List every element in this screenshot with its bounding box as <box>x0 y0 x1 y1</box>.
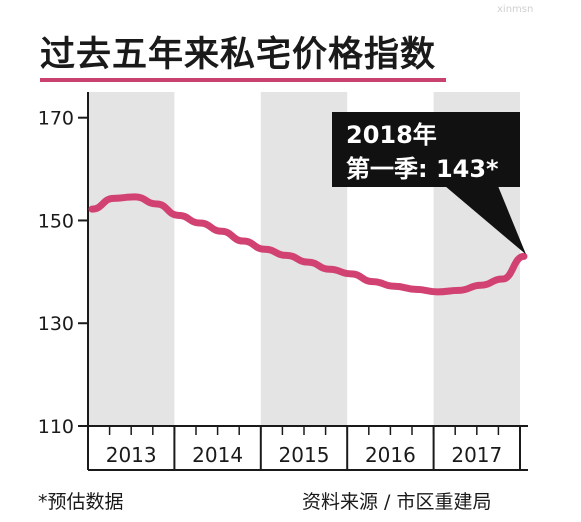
data-point-2016-Q3 <box>392 284 397 289</box>
data-point-2013-Q3 <box>133 194 138 199</box>
chart-title: 过去五年来私宅价格指数 <box>40 35 437 75</box>
data-point-2013-Q4 <box>154 202 159 207</box>
title-underline <box>40 78 446 82</box>
data-point-2017-Q1 <box>435 289 440 294</box>
watermark: xinmsn <box>497 4 534 15</box>
data-point-2017-Q3 <box>478 283 483 288</box>
callout-box <box>332 112 520 187</box>
data-point-2018-Q1 <box>522 254 526 259</box>
data-point-2016-Q4 <box>414 287 418 292</box>
series-lines <box>88 193 528 296</box>
callout-line-1: 2018年 <box>346 121 437 149</box>
y-tick-label: 110 <box>38 416 74 438</box>
data-point-2013-Q2 <box>111 196 116 201</box>
y-tick-label: 170 <box>38 108 74 130</box>
y-tick-label: 130 <box>38 313 74 335</box>
data-point-2014-Q2 <box>198 221 202 226</box>
data-point-2013-Q1 <box>90 207 94 212</box>
data-point-2014-Q3 <box>219 229 224 234</box>
x-tick-label-2013: 2013 <box>106 443 157 467</box>
x-tick-label-2016: 2016 <box>365 443 416 467</box>
y-tick-label: 150 <box>38 210 74 232</box>
x-tick-label-2015: 2015 <box>279 443 330 467</box>
callout-pointer <box>445 186 526 255</box>
data-point-2017-Q2 <box>457 288 462 293</box>
year-band-2013 <box>88 92 175 426</box>
data-point-2015-Q4 <box>327 267 332 272</box>
x-axis-labels: 2013 2014 2015 2016 2017 <box>106 443 503 467</box>
data-point-2014-Q4 <box>241 239 246 244</box>
data-point-2016-Q1 <box>349 271 354 276</box>
data-point-2017-Q4 <box>500 277 505 282</box>
callout-line-2: 第一季: 143* <box>346 155 499 183</box>
footnote: *预估数据 <box>38 491 124 513</box>
y-axis-ticks: 110 130 150 170 <box>38 108 88 438</box>
data-point-2015-Q2 <box>284 253 289 258</box>
data-point-2016-Q2 <box>370 279 375 284</box>
data-point-2015-Q1 <box>262 247 267 252</box>
x-tick-label-2014: 2014 <box>192 443 243 467</box>
axes <box>87 92 528 471</box>
source-note: 资料来源 / 市区重建局 <box>302 491 492 513</box>
data-point-2015-Q3 <box>306 260 310 265</box>
data-point-2014-Q1 <box>176 213 181 218</box>
x-tick-label-2017: 2017 <box>451 443 502 467</box>
